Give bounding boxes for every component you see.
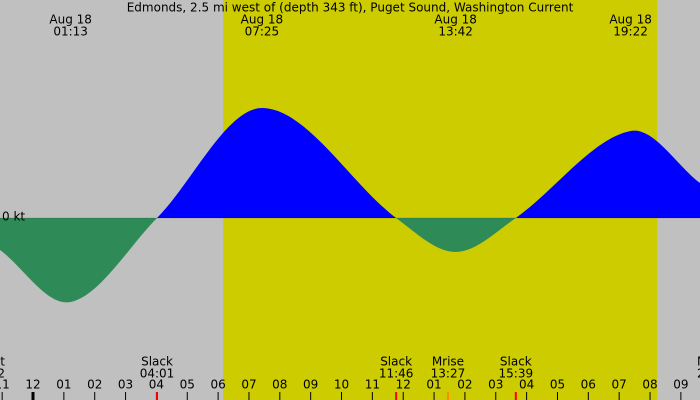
x-tick-label: 12 — [25, 378, 40, 392]
edge-label: M — [697, 355, 700, 369]
x-tick-label: 03 — [118, 378, 133, 392]
x-tick-label: 05 — [180, 378, 195, 392]
edge-label: 2 — [0, 367, 5, 381]
x-tick-label: 01 — [426, 378, 441, 392]
extremum-date: Aug 18 — [49, 13, 92, 27]
x-tick-label: 09 — [303, 378, 318, 392]
extremum-date: Aug 18 — [241, 13, 284, 27]
x-tick-label: 08 — [272, 378, 287, 392]
x-tick-label: 04 — [149, 378, 164, 392]
x-tick-label: 10 — [334, 378, 349, 392]
extremum-time: 19:22 — [613, 25, 648, 39]
x-tick-label: 05 — [550, 378, 565, 392]
x-tick-label: 08 — [642, 378, 657, 392]
chart-title: Edmonds, 2.5 mi west of (depth 343 ft), … — [127, 1, 574, 15]
event-time: 11:46 — [379, 367, 414, 381]
extremum-time: 07:25 — [245, 25, 280, 39]
event-label: Mrise — [432, 355, 464, 369]
x-tick-label: 06 — [210, 378, 225, 392]
x-tick-label: 01 — [56, 378, 71, 392]
event-label: Slack — [380, 355, 412, 369]
x-tick-label: 02 — [457, 378, 472, 392]
event-label: Slack — [141, 355, 173, 369]
x-tick-label: 07 — [241, 378, 256, 392]
x-tick-label: 02 — [87, 378, 102, 392]
flood-area — [0, 108, 700, 218]
extremum-time: 13:42 — [438, 25, 473, 39]
x-tick-label: 07 — [612, 378, 627, 392]
event-time: 04:01 — [140, 367, 175, 381]
event-label: Slack — [500, 355, 532, 369]
x-tick-label: 11 — [365, 378, 380, 392]
event-time: 13:27 — [431, 367, 466, 381]
edge-label: 2 — [697, 367, 700, 381]
ebb-area — [0, 218, 700, 303]
extremum-date: Aug 18 — [434, 13, 477, 27]
extremum-date: Aug 18 — [609, 13, 652, 27]
x-tick-label: 06 — [581, 378, 596, 392]
edge-label: t — [0, 355, 5, 369]
y-tick-label: 0 kt — [2, 210, 25, 224]
x-tick-label: 04 — [519, 378, 534, 392]
x-tick-label: 11 — [0, 378, 10, 392]
event-time: 15:39 — [499, 367, 534, 381]
x-tick-label: 03 — [488, 378, 503, 392]
extremum-time: 01:13 — [53, 25, 88, 39]
x-tick-label: 09 — [673, 378, 688, 392]
x-tick-label: 12 — [396, 378, 411, 392]
